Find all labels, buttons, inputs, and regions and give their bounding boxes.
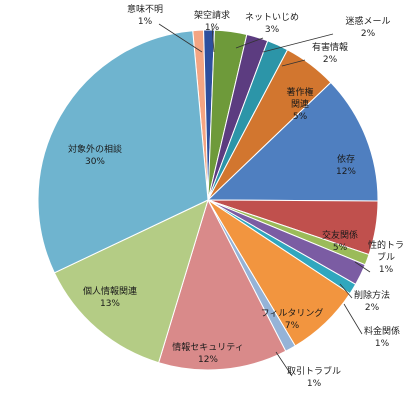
slice-label: 対象外の相談 30% (68, 143, 122, 167)
pie-slice (206, 81, 379, 202)
leader-line (211, 25, 215, 53)
slice-label: 料金関係 1% (364, 325, 400, 349)
leader-line (235, 37, 264, 49)
slice-label: 取引トラブル 1% (287, 365, 341, 389)
slice-label: 有害情報 2% (312, 41, 348, 65)
slice-label: 情報セキュリティ 12% (172, 341, 243, 365)
pie-slice (37, 30, 209, 274)
leader-line (262, 33, 334, 53)
slice-label: 意味不明 1% (127, 3, 163, 27)
pie-labels: 意味不明 1% 架空請求 1% ネットいじめ 3% 迷惑メール 2%有害情報 2% 著作権関連 5%… (68, 3, 404, 389)
slice-label: ネットいじめ 3% (245, 12, 299, 35)
slice-label: 迷惑メール 2% (345, 15, 390, 39)
slice-label: フィルタリング 7% (261, 307, 324, 331)
slice-label: 個人情報関連 13% (83, 285, 137, 309)
leader-line (275, 351, 293, 377)
leader-line (158, 23, 203, 53)
slice-label: 依存 12% (336, 153, 356, 177)
leader-line (339, 283, 353, 299)
leader-line (354, 261, 371, 273)
pie-slice (53, 199, 209, 364)
slice-label: 著作権関連 5% (286, 86, 313, 122)
slice-label: 交友関係 5% (322, 229, 358, 253)
slice-label: 性的トラブル 1% (368, 239, 404, 275)
pie-slices (37, 29, 379, 371)
slice-label: 架空請求 1% (194, 9, 230, 33)
leader-line (343, 303, 363, 335)
slice-label: 削除方法 2% (354, 289, 390, 313)
leader-line (281, 59, 306, 67)
